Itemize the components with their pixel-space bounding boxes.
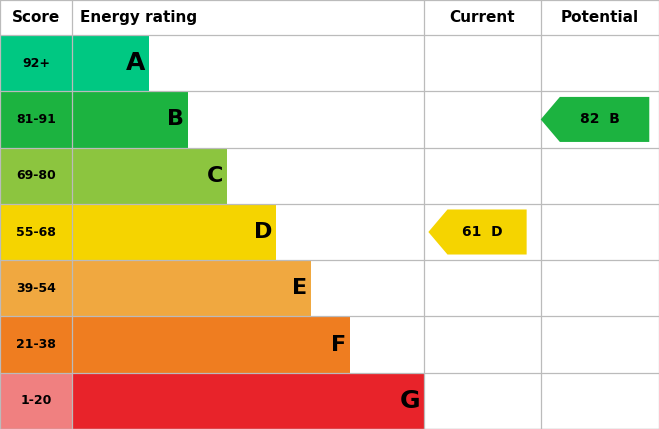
Text: F: F [331,335,346,355]
Bar [0,35,72,91]
Bar [72,91,188,148]
Bar [72,260,311,317]
Bar [72,373,424,429]
Text: E: E [292,278,307,298]
Text: 92+: 92+ [22,57,50,69]
Bar [0,204,72,260]
Text: 39-54: 39-54 [16,282,56,295]
Bar [72,35,150,91]
Text: 55-68: 55-68 [16,226,56,239]
Text: 82  B: 82 B [580,112,619,127]
Text: Potential: Potential [561,10,639,25]
Text: G: G [399,389,420,413]
Text: 69-80: 69-80 [16,169,56,182]
Text: D: D [254,222,272,242]
Text: 61  D: 61 D [462,225,503,239]
Bar [0,91,72,148]
Text: B: B [167,109,184,130]
Text: Score: Score [12,10,60,25]
Text: 81-91: 81-91 [16,113,56,126]
Text: A: A [126,51,146,75]
Polygon shape [428,209,527,254]
Text: 21-38: 21-38 [16,338,56,351]
Text: C: C [206,166,223,186]
Text: 1-20: 1-20 [20,394,51,408]
Bar [72,204,276,260]
Bar [72,317,350,373]
Bar [0,148,72,204]
Bar [0,317,72,373]
Text: Current: Current [449,10,515,25]
Text: Energy rating: Energy rating [80,10,197,25]
Polygon shape [541,97,649,142]
Bar [0,260,72,317]
Bar [72,148,227,204]
Bar [0,373,72,429]
